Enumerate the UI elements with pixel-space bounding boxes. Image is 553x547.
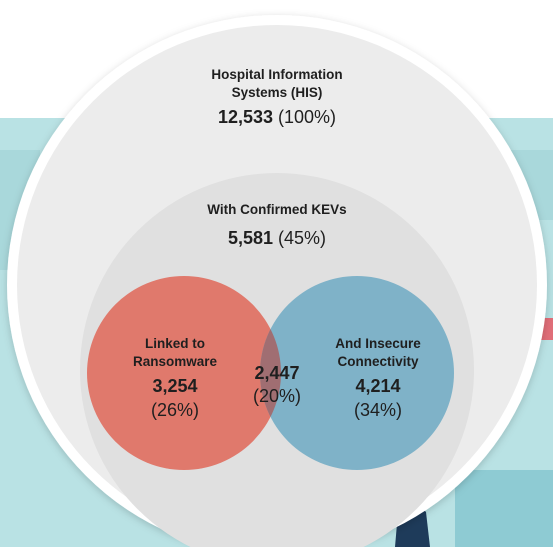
his-count: 12,533 <box>217 107 273 128</box>
kev-label: With Confirmed KEVs 5,581 (45%) <box>177 201 377 251</box>
his-label: Hospital Information Systems (HIS) 12,53… <box>177 66 377 130</box>
overlap-value: 2,447 (20%) <box>232 362 322 409</box>
illustration-screen-bottom-right <box>455 470 553 547</box>
connectivity-count: 4,214 <box>355 376 401 397</box>
kev-value: 5,581 (45%) <box>177 227 377 250</box>
his-title-line1: Hospital Information <box>211 67 343 82</box>
ransomware-circle <box>87 276 281 470</box>
ransomware-value: 3,254 (26%) <box>115 375 235 422</box>
connectivity-label: And Insecure Connectivity 4,214 (34%) <box>318 335 438 422</box>
overlap-label: 2,447 (20%) <box>232 362 322 409</box>
kev-percent: (45%) <box>278 228 327 249</box>
his-title-line2: Systems (HIS) <box>231 85 323 101</box>
overlap-count: 2,447 <box>254 363 300 383</box>
kev-title: With Confirmed KEVs <box>207 202 347 217</box>
ransomware-count: 3,254 <box>152 376 198 397</box>
connectivity-value: 4,214 (34%) <box>318 375 438 422</box>
connectivity-circle <box>260 276 454 470</box>
connectivity-percent: (34%) <box>353 399 402 420</box>
connectivity-title-line2: Connectivity <box>337 354 419 370</box>
kev-count: 5,581 <box>227 228 273 249</box>
his-percent: (100%) <box>278 107 337 128</box>
connectivity-title-line1: And Insecure <box>335 336 421 351</box>
overlap-percent: (20%) <box>252 386 301 407</box>
ransomware-title-line2: Ransomware <box>132 354 218 370</box>
ransomware-percent: (26%) <box>150 399 199 420</box>
ransomware-label: Linked to Ransomware 3,254 (26%) <box>115 335 235 422</box>
ransomware-title-line1: Linked to <box>145 336 205 351</box>
his-value: 12,533 (100%) <box>177 106 377 129</box>
